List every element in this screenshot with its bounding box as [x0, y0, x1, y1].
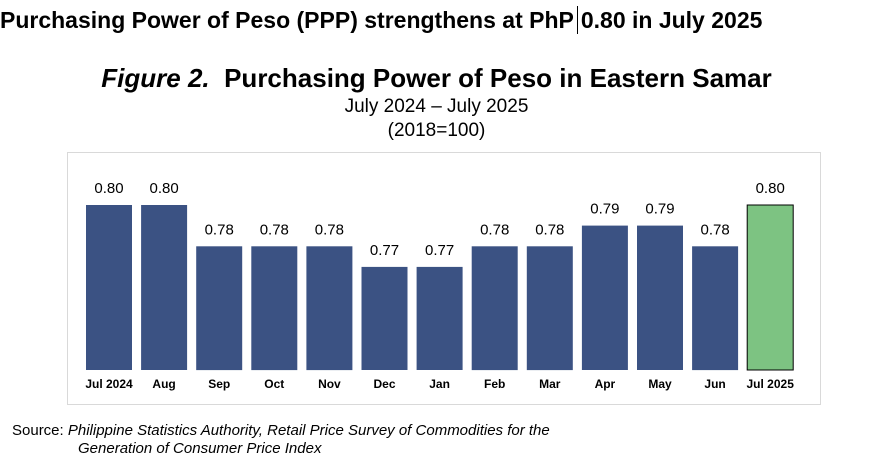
data-label-11: 0.78	[700, 221, 729, 238]
x-tick-label-12: Jul 2025	[747, 377, 795, 391]
text-cursor	[576, 6, 578, 34]
bar-7	[471, 246, 518, 371]
bar-6	[416, 266, 463, 370]
data-label-7: 0.78	[480, 221, 509, 238]
data-label-6: 0.77	[425, 242, 454, 259]
bar-9	[581, 225, 628, 370]
figure-title: Figure 2. Purchasing Power of Peso in Ea…	[0, 63, 873, 94]
figure-title-text: Purchasing Power of Peso in Eastern Sama…	[224, 63, 772, 93]
x-tick-label-5: Dec	[373, 377, 395, 391]
x-tick-label-7: Feb	[484, 377, 505, 391]
headline-text-part2: 0.80 in July 2025	[580, 6, 763, 33]
x-tick-label-3: Oct	[264, 377, 284, 391]
data-label-3: 0.78	[260, 221, 289, 238]
chart-area: 0.80 Jul 2024 0.80 Aug 0.78 Sep 0.78 Oct 0.78 Nov…	[67, 152, 821, 405]
bar-11	[692, 246, 739, 371]
bar-3	[251, 246, 298, 371]
bar-1	[141, 205, 188, 370]
bar-2	[196, 246, 243, 371]
bar-5	[361, 266, 408, 370]
x-tick-label-8: Mar	[539, 377, 561, 391]
bar-chart: 0.80 Jul 2024 0.80 Aug 0.78 Sep 0.78 Oct 0.78 Nov…	[85, 180, 795, 391]
x-tick-label-10: May	[648, 377, 672, 391]
bar-8	[526, 246, 573, 371]
x-tick-label-9: Apr	[595, 377, 616, 391]
source-label: Source:	[12, 422, 64, 439]
figure-subtitle-base: (2018=100)	[387, 120, 486, 141]
source-line2: Generation of Consumer Price Index	[78, 440, 322, 457]
x-tick-label-4: Nov	[318, 377, 341, 391]
data-label-0: 0.80	[94, 180, 123, 197]
source-note: Source: Philippine Statistics Authority,…	[12, 422, 550, 458]
x-tick-label-0: Jul 2024	[85, 377, 133, 391]
data-label-2: 0.78	[205, 221, 234, 238]
headline-text-part1: Purchasing Power of Peso (PPP) strengthe…	[0, 6, 574, 33]
x-tick-label-6: Jan	[429, 377, 450, 391]
data-label-12: 0.80	[756, 180, 785, 197]
figure-number: Figure 2.	[101, 63, 210, 93]
data-label-4: 0.78	[315, 221, 344, 238]
x-tick-label-11: Jun	[704, 377, 725, 391]
x-tick-label-1: Aug	[152, 377, 175, 391]
x-tick-label-2: Sep	[208, 377, 230, 391]
source-line1: Philippine Statistics Authority, Retail …	[67, 422, 550, 439]
data-label-9: 0.79	[590, 201, 619, 218]
bar-12	[746, 204, 794, 371]
bar-10	[637, 225, 683, 370]
figure-subtitle-period: July 2024 – July 2025	[344, 96, 529, 117]
headline: Purchasing Power of Peso (PPP) strengthe…	[0, 2, 762, 38]
data-label-1: 0.80	[149, 180, 178, 197]
bar-4	[306, 246, 353, 371]
bar-0	[86, 205, 132, 370]
data-label-10: 0.79	[645, 201, 674, 218]
data-label-8: 0.78	[535, 221, 564, 238]
data-label-5: 0.77	[370, 242, 399, 259]
